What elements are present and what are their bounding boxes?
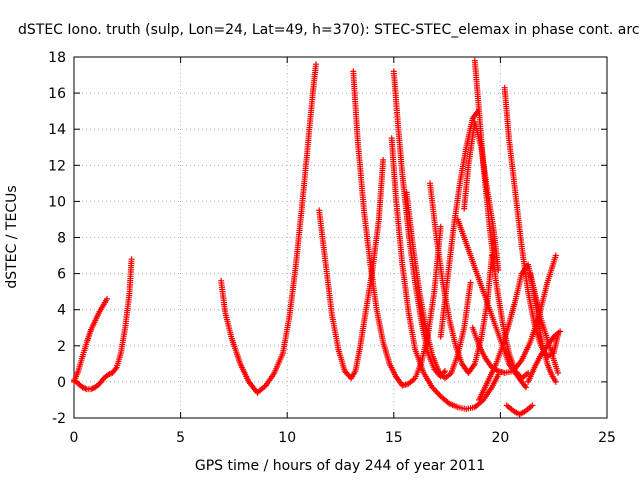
- data-point: [552, 252, 559, 259]
- data-point: [557, 328, 564, 335]
- data-arc: [461, 119, 502, 273]
- data-point: [521, 383, 528, 389]
- x-tick-label: 25: [598, 430, 616, 446]
- y-tick-label: 0: [57, 375, 66, 391]
- data-point: [104, 295, 110, 302]
- y-tick-label: 8: [57, 231, 66, 247]
- data-point: [467, 279, 474, 286]
- data-point: [442, 368, 448, 375]
- x-tick-label: 5: [176, 430, 185, 446]
- data-arc: [476, 261, 561, 403]
- y-tick-label: 16: [48, 86, 66, 102]
- x-tick-label: 20: [491, 430, 509, 446]
- chart-title: dSTEC Iono. truth (sulp, Lon=24, Lat=49,…: [18, 22, 640, 38]
- data-arc: [437, 108, 481, 340]
- plot-frame: [73, 56, 608, 419]
- y-tick-label: 18: [48, 50, 66, 66]
- data-arc: [471, 57, 532, 382]
- x-tick-label: 15: [385, 430, 403, 446]
- y-tick-label: 12: [48, 158, 66, 174]
- y-tick-label: -2: [52, 411, 66, 427]
- data-arc: [316, 156, 387, 382]
- data-point: [555, 369, 561, 376]
- data-point: [380, 156, 387, 163]
- y-tick-label: 14: [48, 122, 66, 138]
- data-arc: [503, 402, 536, 418]
- data-point: [313, 61, 319, 68]
- data-arc: [427, 180, 495, 376]
- data-point: [128, 256, 135, 263]
- data-arc: [71, 256, 135, 393]
- x-ticks: 0 5 10 15 20 25: [70, 57, 616, 446]
- x-tick-label: 0: [70, 430, 79, 446]
- data-arc: [388, 135, 502, 412]
- data-points: [71, 57, 564, 418]
- y-ticks: -2 0 2 4 6 8 10 12 14 16 18: [48, 50, 607, 427]
- y-axis-title: dSTEC / TECUs: [4, 185, 20, 288]
- y-tick-label: 6: [57, 267, 66, 283]
- y-tick-label: 2: [57, 339, 66, 355]
- y-tick-label: 10: [48, 194, 66, 210]
- grid: [74, 57, 607, 418]
- data-point: [552, 378, 559, 385]
- data-arc: [403, 189, 474, 382]
- data-point: [437, 223, 444, 230]
- x-axis-title: GPS time / hours of day 244 of year 2011: [195, 458, 485, 474]
- y-tick-label: 4: [57, 303, 66, 319]
- data-arc: [218, 61, 319, 396]
- data-arc: [527, 270, 559, 385]
- data-point: [112, 365, 119, 372]
- data-point: [523, 384, 529, 391]
- data-arc: [525, 328, 564, 385]
- data-point: [529, 402, 536, 409]
- x-tick-label: 10: [278, 430, 296, 446]
